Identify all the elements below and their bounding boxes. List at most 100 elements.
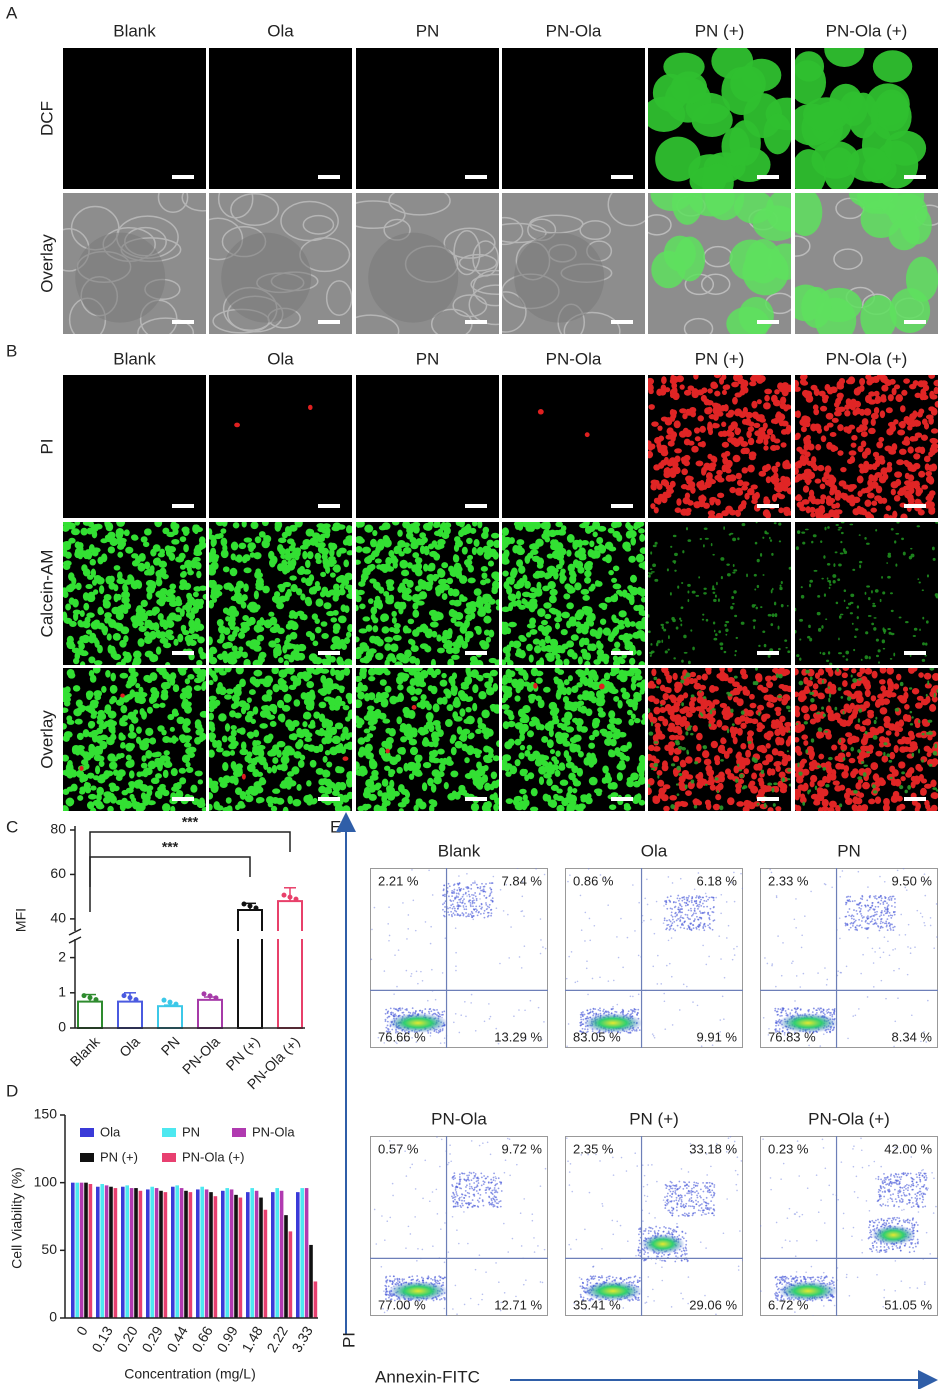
cell — [837, 424, 844, 432]
cell — [397, 585, 403, 593]
cell — [466, 537, 473, 545]
cell — [85, 583, 93, 590]
cell — [209, 656, 218, 665]
cell — [209, 534, 216, 540]
cell — [437, 748, 445, 755]
cell — [112, 623, 121, 629]
cell — [461, 743, 468, 752]
cell — [592, 717, 601, 725]
cell — [616, 762, 626, 771]
cell — [853, 648, 856, 652]
cell — [657, 733, 666, 740]
cell — [435, 722, 441, 732]
cell — [72, 598, 79, 608]
cell — [360, 644, 370, 652]
cell — [577, 566, 585, 574]
cell — [166, 531, 175, 538]
cell — [733, 765, 740, 774]
cell — [735, 472, 742, 480]
cell — [823, 555, 826, 559]
cell — [86, 772, 95, 779]
cell — [473, 588, 482, 596]
cell — [330, 559, 337, 565]
cell — [244, 702, 251, 711]
cell — [817, 627, 822, 632]
cell — [834, 406, 843, 412]
cell — [588, 669, 598, 678]
cell — [246, 763, 256, 773]
cell — [226, 805, 233, 811]
cell — [361, 546, 371, 554]
cell — [323, 602, 332, 610]
cell — [333, 591, 340, 599]
cell — [132, 660, 139, 665]
micrograph — [648, 48, 791, 189]
cell — [624, 546, 632, 552]
cell — [419, 623, 426, 632]
cell — [819, 651, 822, 655]
cell — [842, 655, 845, 658]
cell — [63, 754, 70, 762]
cell — [154, 757, 163, 764]
column-header: PN-Ola (+) — [826, 21, 908, 40]
cell — [450, 746, 457, 756]
cell — [381, 668, 389, 674]
micrograph — [795, 668, 938, 811]
cell — [331, 635, 341, 645]
cell — [198, 598, 205, 606]
cell — [827, 526, 830, 529]
cell — [238, 700, 247, 708]
cell — [674, 569, 677, 572]
cell — [800, 705, 809, 714]
cell — [534, 645, 542, 654]
cell — [723, 526, 726, 530]
cell — [763, 509, 769, 515]
cell — [893, 384, 901, 390]
cell — [259, 723, 268, 729]
cell — [320, 547, 330, 556]
cell — [290, 621, 298, 631]
cell — [430, 670, 438, 679]
cell — [342, 726, 349, 736]
cell — [201, 653, 206, 659]
cell — [925, 470, 933, 477]
scale-bar — [318, 320, 340, 324]
cell — [526, 552, 534, 559]
cell — [651, 421, 659, 427]
cell — [712, 553, 715, 556]
cell — [346, 550, 352, 556]
cell — [583, 757, 591, 766]
cell — [901, 389, 908, 396]
cell — [866, 492, 875, 499]
cell — [228, 585, 235, 592]
cell — [648, 784, 651, 788]
cell — [690, 629, 693, 632]
cell — [813, 408, 820, 416]
cell — [919, 628, 921, 632]
cell — [162, 642, 172, 649]
cell — [648, 614, 650, 618]
cell — [459, 708, 466, 717]
cell — [737, 778, 745, 785]
cell — [517, 708, 526, 718]
cell — [386, 581, 394, 588]
cell — [400, 569, 410, 577]
cell — [782, 506, 791, 514]
column-header: PN-Ola — [546, 21, 602, 40]
cell — [504, 689, 513, 698]
cell — [505, 668, 512, 678]
cell — [482, 672, 492, 679]
cell — [258, 651, 267, 659]
cell — [548, 595, 557, 604]
cell — [752, 619, 757, 622]
cell — [769, 539, 773, 542]
cell — [666, 427, 674, 435]
cell — [769, 648, 774, 652]
cell — [486, 550, 493, 558]
cell — [741, 467, 749, 474]
cell — [472, 702, 478, 712]
cell — [756, 745, 765, 752]
cell — [630, 537, 637, 546]
cell — [786, 750, 789, 753]
cell — [140, 741, 150, 750]
